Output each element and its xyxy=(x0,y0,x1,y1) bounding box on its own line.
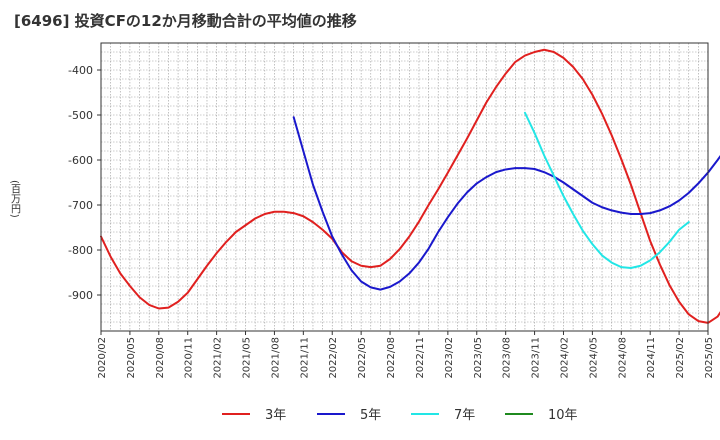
x-tick-label: 2021/02 xyxy=(213,337,224,379)
series-line-2 xyxy=(292,116,720,291)
y-axis-label: (百万円) xyxy=(9,180,21,218)
x-tick-label: 2023/08 xyxy=(502,337,513,379)
series-line-3 xyxy=(523,111,690,269)
y-tick-label: -500 xyxy=(68,109,93,122)
x-tick-label: 2021/05 xyxy=(242,337,253,379)
x-tick-label: 2020/11 xyxy=(184,337,195,379)
x-tick-label: 2022/08 xyxy=(386,337,397,379)
y-tick-label: -700 xyxy=(68,199,93,212)
x-tick-label: 2023/02 xyxy=(444,337,455,379)
x-tick-label: 2020/02 xyxy=(97,337,108,379)
axis-layer: -400 -500 -600 -700 -800 -900 2020/02 2020/05 20… xyxy=(9,42,715,379)
x-tick-label: 2021/08 xyxy=(270,337,281,379)
x-tick-label: 2021/11 xyxy=(299,337,310,379)
x-tick-label: 2024/11 xyxy=(646,337,657,379)
x-tick-label: 2025/05 xyxy=(704,337,715,379)
x-tick-label: 2024/05 xyxy=(588,337,599,379)
x-tick-label: 2022/02 xyxy=(328,337,339,379)
series-layer xyxy=(100,48,720,324)
chart-title: [6496] 投資CFの12か月移動合計の平均値の推移 xyxy=(14,12,357,30)
y-tick-label: -600 xyxy=(68,154,93,167)
x-tick-label: 2024/02 xyxy=(559,337,570,379)
y-tick-label: -400 xyxy=(68,64,93,77)
x-tick-label: 2024/08 xyxy=(617,337,628,379)
x-tick-label: 2023/11 xyxy=(531,337,542,379)
legend: 3年 5年 7年 10年 xyxy=(222,408,578,423)
x-tick-label: 2022/11 xyxy=(415,337,426,379)
legend-label: 7年 xyxy=(454,408,475,423)
y-tick-label: -800 xyxy=(68,244,93,257)
x-tick-label: 2025/02 xyxy=(675,337,686,379)
x-tick-label: 2023/05 xyxy=(473,337,484,379)
grid-layer xyxy=(100,42,709,332)
plot-frame xyxy=(100,42,709,332)
legend-label: 5年 xyxy=(360,408,381,423)
x-tick-label: 2020/05 xyxy=(126,337,137,379)
y-tick-label: -900 xyxy=(68,289,93,302)
legend-label: 3年 xyxy=(265,408,286,423)
x-tick-label: 2020/08 xyxy=(155,337,166,379)
x-tick-label: 2022/05 xyxy=(357,337,368,379)
series-line-1 xyxy=(100,48,720,324)
legend-label: 10年 xyxy=(548,408,578,423)
